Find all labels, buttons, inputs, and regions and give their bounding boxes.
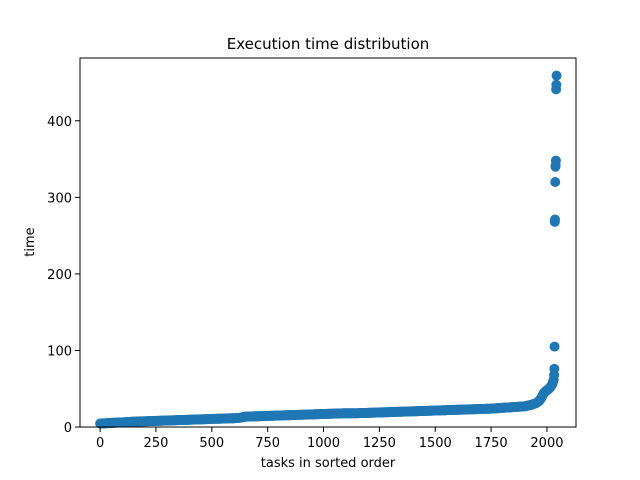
x-tick-label: 0 xyxy=(96,436,104,451)
data-point xyxy=(550,177,561,188)
chart-title: Execution time distribution xyxy=(227,35,430,53)
data-point xyxy=(550,155,561,166)
x-tick-label: 750 xyxy=(255,436,280,451)
x-tick-label: 1000 xyxy=(307,436,340,451)
y-axis-label: time xyxy=(23,227,38,256)
x-axis: 0 250 500 750 1000 1250 1500 1750 2000 xyxy=(96,427,564,451)
y-tick-label: 0 xyxy=(64,421,72,436)
y-tick-label: 100 xyxy=(47,344,72,359)
x-tick-label: 250 xyxy=(144,436,169,451)
y-axis: 0 100 200 300 400 xyxy=(47,115,80,436)
data-points xyxy=(95,70,562,429)
x-tick-label: 1500 xyxy=(419,436,452,451)
x-tick-label: 2000 xyxy=(530,436,563,451)
data-point xyxy=(550,214,560,225)
plot-frame xyxy=(79,57,577,428)
x-axis-label: tasks in sorted order xyxy=(261,456,396,471)
y-tick-label: 400 xyxy=(47,115,72,130)
y-tick-label: 200 xyxy=(47,268,72,283)
x-tick-label: 1750 xyxy=(475,436,508,451)
data-point xyxy=(549,341,560,352)
data-point xyxy=(549,363,560,374)
x-tick-label: 500 xyxy=(199,436,224,451)
data-point xyxy=(551,70,562,81)
x-tick-label: 1250 xyxy=(363,436,396,451)
y-tick-label: 300 xyxy=(47,191,72,206)
data-point xyxy=(551,79,562,90)
